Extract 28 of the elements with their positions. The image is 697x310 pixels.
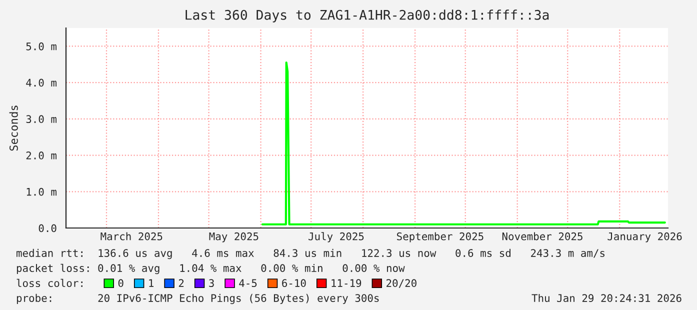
y-tick-label: 2.0 m <box>26 152 56 160</box>
x-tick-label: January 2026 <box>608 232 682 242</box>
legend-label: 0 <box>118 279 124 288</box>
y-tick-label: 5.0 m <box>26 42 56 50</box>
chart-title: Last 360 Days to ZAG1-A1HR-2a00:dd8:1:ffff::3a <box>186 10 549 22</box>
legend-label: 6-10 <box>282 279 306 288</box>
x-tick-label: July 2025 <box>308 232 364 242</box>
legend-label: 3 <box>209 279 214 288</box>
legend-label: 4-5 <box>239 279 257 288</box>
x-tick-label: May 2025 <box>209 232 258 242</box>
text: Thu Jan 29 20:24:31 2026 <box>532 294 682 302</box>
legend-label: 20/20 <box>386 279 416 288</box>
y-tick-label: 4.0 m <box>26 78 56 87</box>
legend-label: 2 <box>178 279 184 287</box>
y-axis-title: Seconds <box>9 106 18 151</box>
text: probe: 20 IPv6-ICMP Echo Pings (56 Bytes) every 300s <box>16 294 379 304</box>
y-tick-label: 1.0 m <box>26 188 56 196</box>
legend-label: 11-19 <box>332 279 362 288</box>
y-tick-label: 0.0 <box>38 224 56 232</box>
text: loss color: <box>16 278 82 288</box>
y-tick-label: 3.0 m <box>26 115 56 124</box>
text: median rtt: 136.6 us avg 4.6 ms max 84.3 us min 122.3 us now 0.6 ms sd 243.3 m am/s <box>16 248 604 260</box>
legend-label: 1 <box>149 279 154 287</box>
text: packet loss: 0.01 % avg 1.04 % max 0.00 % min 0.00 % now <box>16 264 405 274</box>
x-tick-label: March 2025 <box>100 232 162 240</box>
x-tick-label: September 2025 <box>397 232 484 242</box>
line-series <box>261 62 666 226</box>
x-tick-label: November 2025 <box>502 232 582 240</box>
